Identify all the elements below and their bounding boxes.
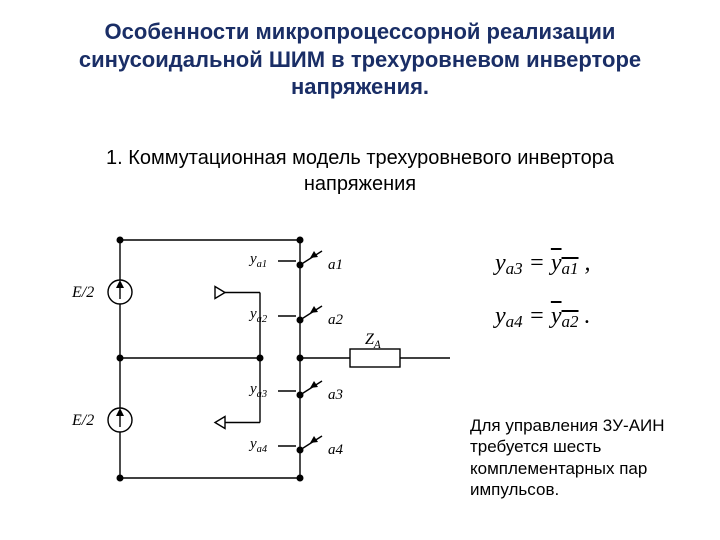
svg-text:a1: a1 [328,257,343,273]
svg-text:a2: a2 [328,312,344,328]
svg-text:ya2: ya2 [248,306,268,325]
svg-text:E/2: E/2 [71,412,94,429]
svg-text:a3: a3 [328,387,343,403]
equation-2: ya4 = ya2. [495,303,675,330]
equation-1: ya3 = ya1, [495,250,675,277]
svg-text:ZA: ZA [365,331,381,351]
section-heading: 1. Коммутационная модель трехуровневого … [60,145,660,197]
note-text: Для управления 3У-АИН требуется шесть ко… [470,415,685,500]
svg-text:ya3: ya3 [248,381,267,400]
svg-text:ya4: ya4 [248,436,268,455]
svg-text:ya1: ya1 [248,251,267,270]
svg-text:E/2: E/2 [71,284,94,301]
page-title: Особенности микропроцессорной реализации… [60,18,660,101]
circuit-diagram: E/2 E/2 ya1 a1 ya2 a2 ya3 a3 ya4 a4 ZA [50,230,460,520]
svg-text:a4: a4 [328,442,344,458]
equations: ya3 = ya1, ya4 = ya2. [495,250,675,356]
